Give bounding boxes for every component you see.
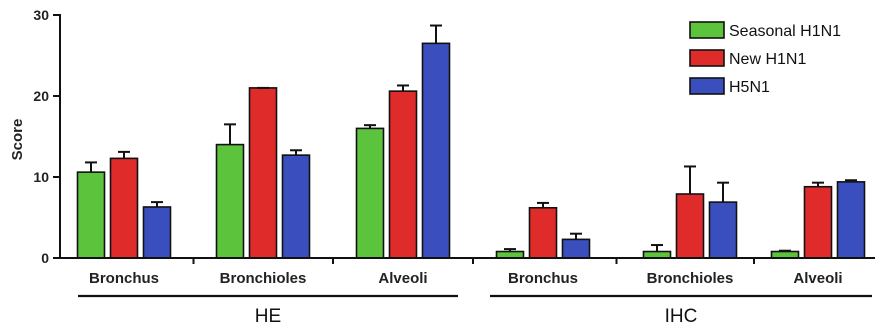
legend-label-2: New H1N1 [729, 51, 806, 68]
bar-1-1 [76, 171, 106, 259]
y-tick-label-4: 30 [33, 7, 49, 23]
x-tick-label-3: Alveoli [378, 270, 427, 287]
legend-label-3: H5N1 [729, 79, 770, 96]
bar-2-5 [675, 193, 705, 259]
bar-3-6 [836, 181, 866, 259]
x-tick-label-2: Bronchioles [220, 270, 307, 287]
y-axis-title: Score [9, 119, 26, 161]
x-tick-label-5: Bronchioles [647, 270, 734, 287]
bar-3-3 [421, 42, 451, 259]
group-label-2: IHC [665, 306, 698, 327]
bar-3-4 [561, 238, 591, 259]
bar-3-2 [281, 154, 311, 259]
legend-swatch-2 [689, 49, 725, 67]
y-tick-label-1: 0 [41, 250, 49, 266]
bar-2-6 [803, 185, 833, 259]
bars-layer [76, 24, 866, 259]
bar-3-5 [708, 201, 738, 259]
legend: Seasonal H1N1 New H1N1 H5N1 [689, 21, 841, 96]
bar-3-1 [142, 206, 172, 259]
legend-swatch-3 [689, 77, 725, 95]
x-tick-label-1: Bronchus [89, 270, 159, 287]
bar-2-2 [248, 87, 278, 259]
bar-2-4 [528, 206, 558, 259]
x-tick-label-6: Alveoli [793, 270, 842, 287]
bar-1-2 [215, 143, 245, 259]
group-label-1: HE [255, 306, 281, 327]
y-tick-label-2: 10 [33, 169, 49, 185]
y-tick-label-3: 20 [33, 88, 49, 104]
legend-swatch-1 [689, 21, 725, 39]
axes-layer: 0 10 20 30 Score Bronchus Bronchioles Alveoli Br… [9, 7, 875, 327]
bar-1-3 [355, 127, 385, 259]
x-tick-label-4: Bronchus [508, 270, 578, 287]
bar-2-3 [388, 90, 418, 259]
bar-2-1 [109, 157, 139, 259]
legend-label-1: Seasonal H1N1 [729, 23, 841, 40]
